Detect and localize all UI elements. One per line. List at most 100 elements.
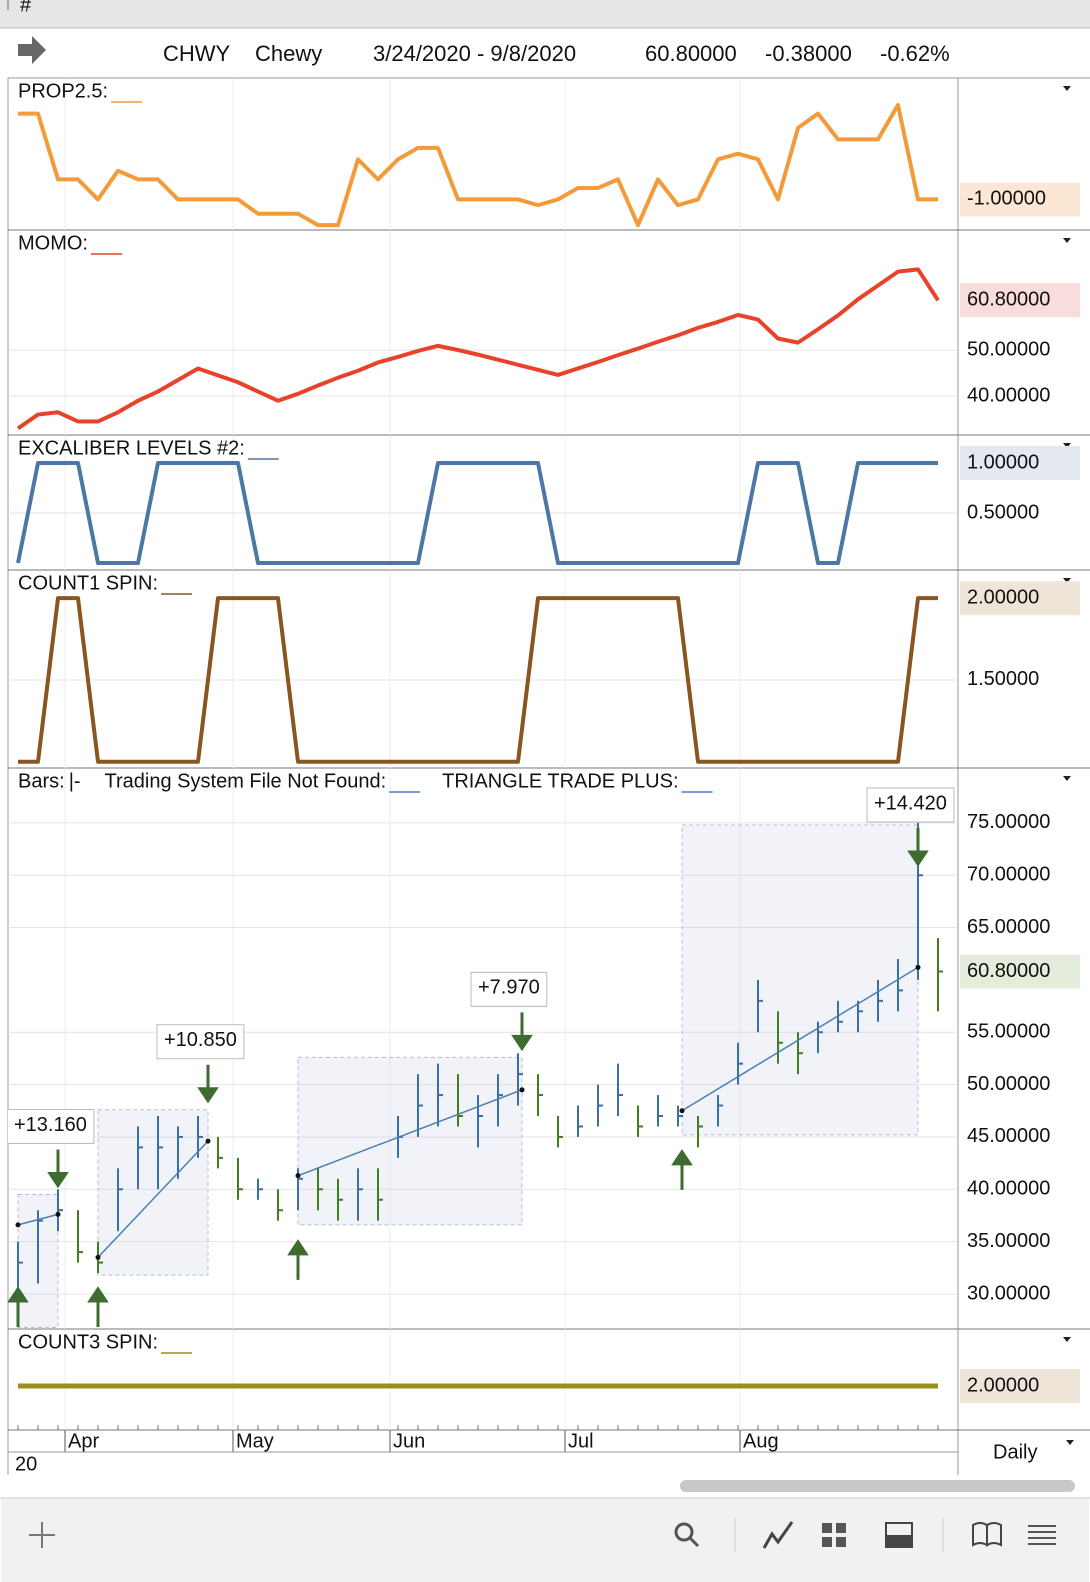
y-tick-label: 0.50000: [967, 501, 1039, 523]
y-tick-label: 45.00000: [967, 1125, 1050, 1147]
exit-arrow: [47, 1149, 69, 1189]
symbol: CHWY: [163, 41, 231, 66]
entry-arrow: [87, 1286, 109, 1327]
panel: [8, 436, 957, 570]
entry-dot: [15, 1222, 21, 1228]
trend-line: [17, 1213, 59, 1226]
trade-box: [297, 1056, 523, 1226]
y-tick-label: 70.00000: [967, 863, 1050, 885]
y-tick-label: 35.00000: [967, 1230, 1050, 1252]
entry-dot: [295, 1173, 301, 1179]
entry-arrow: [287, 1239, 309, 1280]
panel: [18, 79, 938, 230]
y-tick-label: 40.00000: [967, 384, 1050, 406]
indicator-line: [16, 267, 940, 431]
chart-icon[interactable]: [762, 1521, 794, 1549]
x-tick-label: Aug: [743, 1430, 779, 1452]
x-tick-label: Jun: [393, 1430, 425, 1452]
current-value-label: -1.00000: [967, 188, 1046, 210]
y-tick-label: 1.50000: [967, 668, 1039, 690]
exit-dot: [519, 1087, 525, 1093]
percent-change: -0.62%: [880, 41, 950, 66]
exit-dot: [915, 964, 921, 970]
price-change: -0.38000: [765, 41, 852, 66]
top-bar-label: #: [20, 0, 32, 16]
panel-menu-arrow: [1063, 1337, 1071, 1342]
entry-dot: [95, 1254, 101, 1260]
x-tick-label: Jul: [568, 1430, 594, 1452]
x-tick-label: Apr: [68, 1430, 99, 1452]
exit-arrow: [511, 1012, 533, 1052]
trade-box: [681, 824, 919, 1136]
panel: [8, 571, 957, 768]
current-value-label: 60.80000: [967, 289, 1050, 311]
period-label: Daily: [993, 1441, 1037, 1463]
book-icon[interactable]: [972, 1522, 1002, 1547]
exit-arrow: [907, 828, 929, 867]
y-tick-label: 75.00000: [967, 811, 1050, 833]
scrollbar[interactable]: [680, 1480, 1075, 1492]
search-icon[interactable]: [674, 1522, 700, 1548]
y-tick-label: 65.00000: [967, 916, 1050, 938]
trend-line: [681, 966, 919, 1112]
entry-dot: [679, 1108, 685, 1114]
current-value-box: [960, 581, 1080, 616]
panel-label: EXCALIBER LEVELS #2:: [18, 437, 245, 459]
current-value-label: 60.80000: [967, 960, 1050, 982]
current-value-box: [960, 283, 1080, 318]
panel-menu-arrow: [1063, 238, 1071, 243]
panel-menu-arrow: [1063, 443, 1071, 448]
panel-label: COUNT3 SPIN:: [18, 1331, 158, 1353]
exit-dot: [55, 1211, 61, 1217]
panel-label: TRIANGLE TRADE PLUS:: [442, 770, 678, 792]
exit-arrow: [197, 1064, 219, 1104]
panel-menu-arrow: [1063, 86, 1071, 91]
trade-label: +13.160: [14, 1114, 87, 1136]
year-label: 20: [15, 1453, 37, 1475]
y-tick-label: 50.00000: [967, 338, 1050, 360]
menu-icon[interactable]: [1028, 1525, 1056, 1545]
last-price: 60.80000: [645, 41, 737, 66]
entry-arrow: [8, 1286, 29, 1327]
panel-label: MOMO:: [18, 232, 88, 254]
forward-arrow-icon[interactable]: [18, 36, 46, 64]
panel-label: Bars:: [18, 770, 65, 792]
panel: [18, 1330, 938, 1430]
trade-label: +10.850: [164, 1029, 237, 1051]
trade-label: +14.420: [874, 792, 947, 814]
trade-label-box: [866, 787, 955, 823]
panel-menu-arrow: [1063, 578, 1071, 583]
grid-icon[interactable]: [822, 1523, 846, 1547]
toolbar: [1, 1498, 1089, 1582]
y-tick-label: 50.00000: [967, 1073, 1050, 1095]
panel: [8, 231, 957, 435]
panel-menu-arrow: [1063, 776, 1071, 781]
current-value-label: 2.00000: [967, 586, 1039, 608]
trade-label-box: [470, 971, 548, 1007]
entry-arrow: [671, 1149, 693, 1190]
period-menu-arrow: [1066, 1440, 1074, 1445]
x-tick-label: May: [236, 1430, 274, 1452]
trend-line: [297, 1089, 523, 1177]
current-value-label: 1.00000: [967, 451, 1039, 473]
panel: +13.160 +10.850 +7.970 +14.420: [8, 769, 957, 1329]
y-tick-label: 30.00000: [967, 1282, 1050, 1304]
y-tick-label: 40.00000: [967, 1178, 1050, 1200]
indicator-line: [18, 103, 938, 228]
trend-line: [97, 1140, 209, 1258]
indicator-line: [18, 596, 938, 764]
panel-label: PROP2.5:: [18, 80, 108, 102]
panel-label: COUNT1 SPIN:: [18, 572, 158, 594]
add-icon[interactable]: [29, 1522, 55, 1548]
current-value-box: [960, 1369, 1080, 1403]
panel-label: |-: [69, 770, 81, 792]
top-bar: [0, 0, 1090, 28]
date-range: 3/24/2020 - 9/8/2020: [373, 41, 576, 66]
indicator-line: [16, 461, 938, 565]
layout-icon[interactable]: [885, 1522, 913, 1548]
trade-label-box: [156, 1024, 245, 1060]
exit-dot: [205, 1138, 211, 1144]
trade-label: +7.970: [478, 977, 540, 999]
